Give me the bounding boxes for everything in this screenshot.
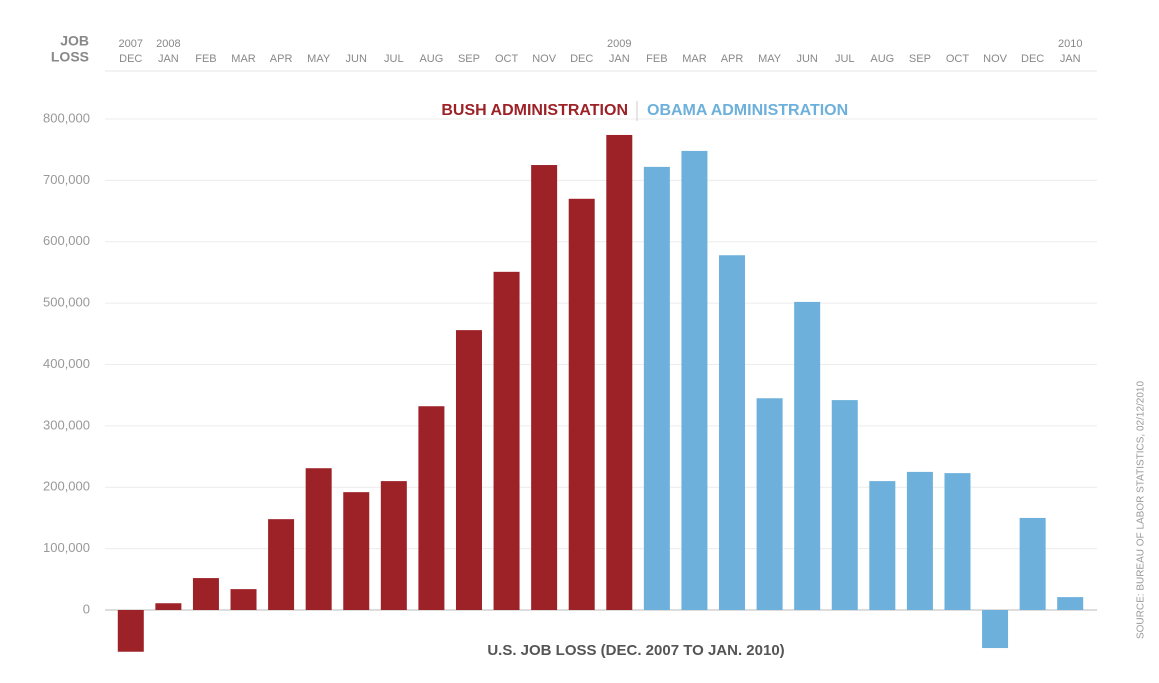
- x-tick-label: JAN: [609, 53, 630, 65]
- bar: [568, 198, 595, 610]
- y-tick-label: 100,000: [43, 540, 90, 555]
- x-tick-label: DEC: [570, 53, 593, 65]
- x-tick-label: MAY: [307, 53, 331, 65]
- bar: [982, 610, 1009, 649]
- bar: [719, 255, 746, 610]
- bar: [1019, 517, 1046, 610]
- x-tick-label: FEB: [195, 53, 216, 65]
- bar: [531, 165, 558, 610]
- year-label: 2007: [119, 38, 143, 50]
- x-tick-label: MAR: [682, 53, 707, 65]
- bar: [831, 400, 858, 610]
- bar: [305, 468, 332, 610]
- y-axis-label: LOSS: [51, 49, 89, 65]
- bar: [1057, 597, 1084, 610]
- x-tick-label: NOV: [983, 53, 1008, 65]
- y-tick-label: 0: [83, 601, 90, 616]
- x-tick-label: SEP: [909, 53, 931, 65]
- bar: [268, 519, 295, 610]
- x-tick-label: APR: [721, 53, 744, 65]
- bar: [343, 492, 370, 610]
- x-tick-label: JUN: [796, 53, 817, 65]
- bar: [643, 166, 670, 610]
- year-label: 2009: [607, 38, 631, 50]
- bar: [681, 150, 708, 611]
- bar: [455, 330, 482, 610]
- bar: [944, 473, 971, 610]
- x-tick-label: JUL: [384, 53, 404, 65]
- x-tick-label: MAR: [231, 53, 256, 65]
- y-tick-label: 200,000: [43, 479, 90, 494]
- legend-label: BUSH ADMINISTRATION: [441, 102, 628, 119]
- bar: [906, 471, 933, 610]
- bar: [869, 481, 896, 610]
- x-tick-label: DEC: [119, 53, 142, 65]
- x-tick-label: OCT: [946, 53, 970, 65]
- x-tick-label: AUG: [870, 53, 894, 65]
- bar: [794, 301, 821, 610]
- bar: [117, 610, 144, 652]
- y-tick-label: 700,000: [43, 172, 90, 187]
- y-tick-label: 300,000: [43, 417, 90, 432]
- y-tick-label: 800,000: [43, 110, 90, 125]
- year-label: 2008: [156, 38, 180, 50]
- bar: [230, 589, 257, 610]
- x-tick-label: JAN: [158, 53, 179, 65]
- y-tick-label: 600,000: [43, 233, 90, 248]
- source-note: SOURCE: BUREAU OF LABOR STATISTICS, 02/1…: [1136, 381, 1147, 639]
- bar: [155, 603, 182, 610]
- x-tick-label: JAN: [1060, 53, 1081, 65]
- bar: [192, 578, 219, 610]
- x-tick-label: FEB: [646, 53, 667, 65]
- x-tick-label: AUG: [419, 53, 443, 65]
- x-tick-label: DEC: [1021, 53, 1044, 65]
- x-tick-label: OCT: [495, 53, 519, 65]
- y-tick-label: 500,000: [43, 295, 90, 310]
- bar: [756, 398, 783, 610]
- x-tick-label: MAY: [758, 53, 782, 65]
- bar: [418, 406, 445, 610]
- x-tick-label: JUN: [346, 53, 367, 65]
- bar: [380, 481, 407, 610]
- year-label: 2010: [1058, 38, 1082, 50]
- x-tick-label: NOV: [532, 53, 557, 65]
- y-tick-label: 400,000: [43, 356, 90, 371]
- x-tick-label: APR: [270, 53, 293, 65]
- legend-label: OBAMA ADMINISTRATION: [647, 102, 848, 119]
- y-axis-label: JOB: [60, 33, 89, 49]
- x-tick-label: JUL: [835, 53, 855, 65]
- chart-title: U.S. JOB LOSS (DEC. 2007 TO JAN. 2010): [487, 642, 784, 659]
- bar: [606, 134, 633, 610]
- x-tick-label: SEP: [458, 53, 480, 65]
- bar: [493, 271, 520, 610]
